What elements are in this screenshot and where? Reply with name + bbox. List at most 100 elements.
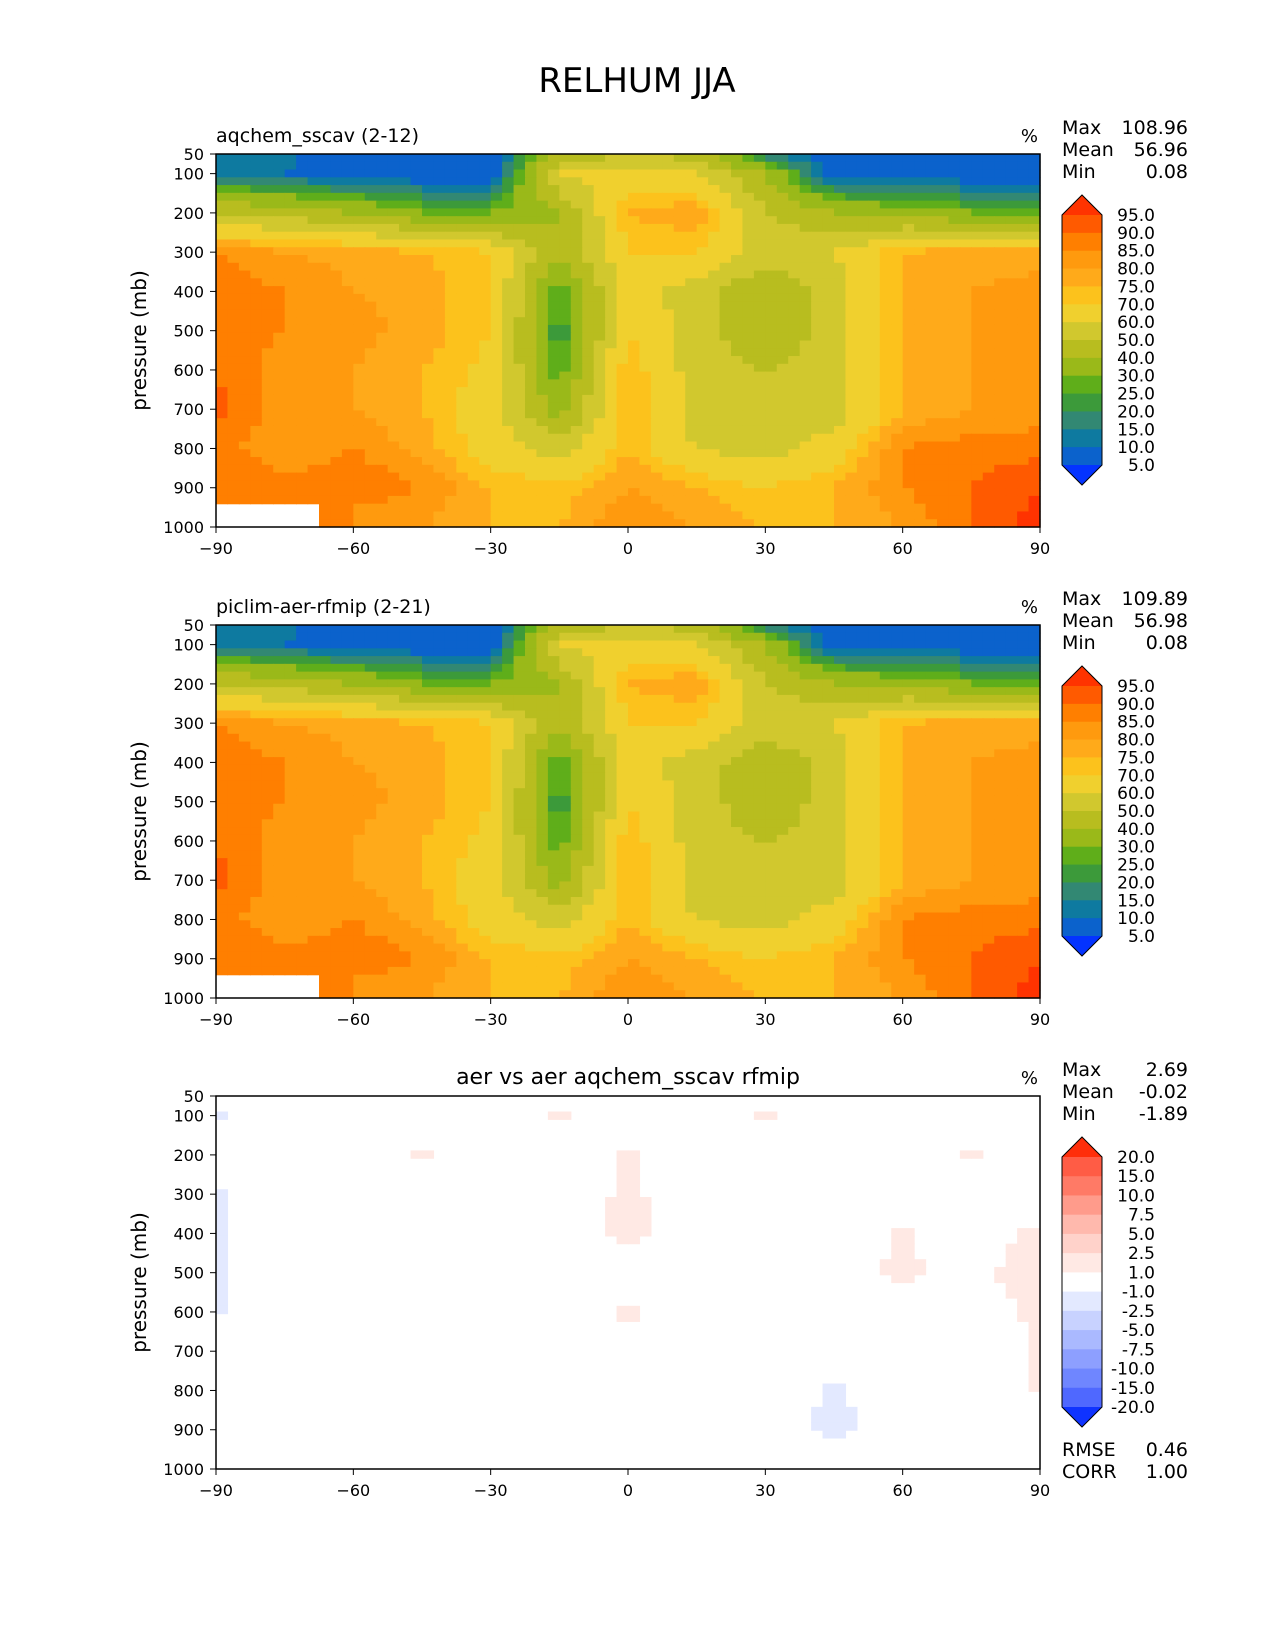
field-cell xyxy=(948,625,961,634)
field-cell xyxy=(238,394,251,404)
field-cell xyxy=(639,394,652,404)
field-cell xyxy=(261,154,274,163)
field-cell xyxy=(982,772,995,782)
field-cell xyxy=(822,192,835,202)
field-cell xyxy=(994,332,1007,342)
field-cell xyxy=(731,726,744,735)
field-cell xyxy=(341,449,354,458)
field-cell xyxy=(708,663,721,673)
field-cell xyxy=(822,387,835,396)
field-cell xyxy=(1017,394,1030,404)
field-cell xyxy=(284,309,297,318)
field-cell xyxy=(525,161,538,171)
field-cell xyxy=(834,270,847,279)
field-cell xyxy=(994,472,1007,481)
field-cell xyxy=(422,433,435,443)
field-cell xyxy=(650,648,663,657)
field-cell xyxy=(811,223,824,233)
field-cell xyxy=(639,503,652,513)
field-cell xyxy=(616,216,629,225)
field-cell xyxy=(502,488,515,497)
field-cell xyxy=(467,764,480,774)
colorbar-band xyxy=(1062,232,1102,252)
field-cell xyxy=(593,679,606,688)
field-cell xyxy=(914,410,927,419)
field-cell xyxy=(753,503,766,513)
field-cell xyxy=(971,694,984,704)
field-cell xyxy=(868,519,881,528)
field-cell xyxy=(559,301,572,311)
field-cell xyxy=(261,340,274,349)
field-cell xyxy=(479,278,492,287)
field-cell xyxy=(1017,340,1030,349)
field-cell xyxy=(799,663,812,673)
field-cell xyxy=(456,764,469,774)
field-cell xyxy=(284,418,297,427)
field-cell xyxy=(479,239,492,248)
field-cell xyxy=(959,733,972,743)
field-cell xyxy=(948,410,961,419)
field-cell xyxy=(353,757,366,766)
field-cell xyxy=(1017,324,1030,334)
field-cell xyxy=(330,710,343,719)
field-cell xyxy=(856,231,869,241)
field-cell xyxy=(250,780,263,789)
field-cell xyxy=(319,648,332,657)
field-cell xyxy=(433,764,446,774)
field-cell xyxy=(1005,301,1018,311)
field-cell xyxy=(502,309,515,318)
field-cell xyxy=(731,356,744,365)
field-cell xyxy=(937,503,950,513)
field-cell xyxy=(994,441,1007,450)
field-cell xyxy=(399,433,412,443)
field-cell xyxy=(330,231,343,241)
field-cell xyxy=(845,687,858,696)
field-cell xyxy=(364,772,377,782)
field-cell xyxy=(364,309,377,318)
field-cell xyxy=(261,293,274,303)
field-cell xyxy=(1017,733,1030,743)
field-cell xyxy=(433,625,446,634)
field-cell xyxy=(364,757,377,766)
field-cell xyxy=(765,270,778,279)
field-cell xyxy=(925,495,938,505)
field-cell xyxy=(387,363,400,373)
field-cell xyxy=(1028,726,1041,735)
field-cell xyxy=(227,718,240,727)
field-cell xyxy=(811,216,824,225)
field-cell xyxy=(410,472,423,481)
field-cell xyxy=(444,663,457,673)
field-cell xyxy=(834,726,847,735)
field-cell xyxy=(868,694,881,704)
field-cell xyxy=(765,418,778,427)
field-cell xyxy=(593,726,606,735)
field-cell xyxy=(914,702,927,712)
field-cell xyxy=(536,488,549,497)
field-cell xyxy=(296,309,309,318)
field-cell xyxy=(444,433,457,443)
field-cell xyxy=(1017,671,1030,680)
field-cell xyxy=(422,441,435,450)
field-cell xyxy=(742,656,755,665)
field-cell xyxy=(776,301,789,311)
field-cell xyxy=(456,278,469,287)
field-cell xyxy=(696,511,709,520)
field-cell xyxy=(834,457,847,466)
field-cell xyxy=(696,741,709,750)
field-cell xyxy=(834,185,847,194)
field-cell xyxy=(364,247,377,256)
field-cell xyxy=(433,223,446,233)
field-cell xyxy=(387,488,400,497)
field-cell xyxy=(673,270,686,279)
field-cell xyxy=(856,511,869,520)
field-cell xyxy=(525,519,538,528)
field-cell xyxy=(708,625,721,634)
field-cell xyxy=(902,772,915,782)
field-cell xyxy=(444,480,457,489)
field-cell xyxy=(662,231,675,241)
field-cell xyxy=(1028,632,1041,642)
field-cell xyxy=(547,488,560,497)
field-cell xyxy=(914,503,927,513)
field-cell xyxy=(673,749,686,758)
field-cell xyxy=(467,433,480,443)
